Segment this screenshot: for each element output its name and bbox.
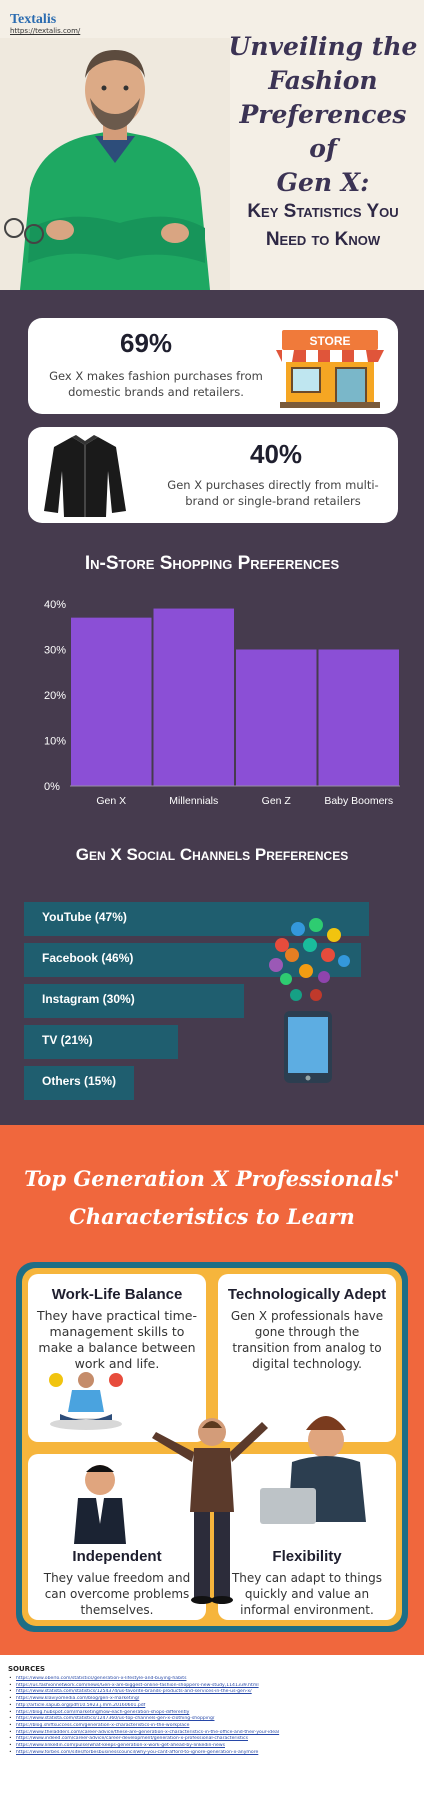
characteristic-heading: Work-Life Balance (51, 1286, 183, 1303)
stat-percent: 69% (120, 328, 173, 358)
brand-url-link[interactable]: https://textalis.com/ (10, 27, 81, 35)
characteristic-text: Gen X professionals have gone through th… (218, 1308, 396, 1372)
stat-card-domestic: 69% Gex X makes fashion purchases from d… (28, 318, 398, 414)
y-tick-label: 40% (44, 599, 66, 611)
sources-list: https://www.oberlo.com/statistics/genera… (8, 1676, 416, 1756)
x-category-label: Baby Boomers (324, 795, 393, 807)
store-sign-text: STORE (309, 334, 350, 348)
y-tick-label: 20% (44, 690, 66, 702)
characteristic-text-line: transition from analog to (232, 1341, 382, 1355)
jacket-icon (44, 435, 126, 517)
title-line: Gen X: (276, 168, 370, 197)
x-category-label: Gen X (96, 795, 126, 807)
store-icon: STORE (276, 330, 384, 408)
presenter-illustration (152, 1418, 268, 1604)
stat-description: Gex X makes fashion purchases from domes… (36, 368, 276, 400)
x-category-label: Gen Z (262, 795, 292, 807)
social-bar: Others (15%) (24, 1066, 134, 1100)
y-tick-label: 10% (44, 736, 66, 748)
technologically-adept-illustration (260, 1416, 366, 1524)
social-chart-title: Gen X Social Channels Preferences (75, 845, 349, 864)
social-bar-label: Instagram (30%) (42, 992, 135, 1006)
title-line: Unveiling the (228, 32, 418, 61)
source-link[interactable]: http://article.sapub.org/pdf/10.5923.j.m… (8, 1703, 416, 1710)
subtitle-line: Key Statistics You (247, 201, 399, 222)
instore-bar (153, 608, 234, 786)
characteristic-text-line: Gen X professionals have (230, 1309, 384, 1323)
characteristics-quadrants (16, 1262, 408, 1632)
social-bar-label: YouTube (47%) (42, 910, 127, 924)
stat-description-line: brand or single-brand retailers (185, 494, 361, 508)
characteristic-text-line: They can adapt to things (231, 1571, 383, 1585)
source-link[interactable]: https://www.indeed.com/career-advice/car… (8, 1736, 416, 1743)
subtitle-line: Need to Know (265, 229, 381, 250)
stat-description-line: Gex X makes fashion purchases from (49, 369, 263, 383)
characteristic-text-line: digital technology. (252, 1357, 362, 1371)
main-subtitle: Key Statistics You Need to Know (228, 198, 418, 254)
characteristic-text-line: They value freedom and (43, 1571, 191, 1585)
social-bar: TV (21%) (24, 1025, 178, 1059)
social-bar: Instagram (30%) (24, 984, 244, 1018)
characteristic-text: They can adapt to things quickly and val… (218, 1570, 396, 1618)
header: Textalis https://textalis.com/ Unveiling… (0, 0, 424, 290)
sources-section: SOURCES https://www.oberlo.com/statistic… (0, 1655, 424, 1800)
instore-chart-title: In-Store Shopping Preferences (84, 553, 340, 574)
instore-bar (318, 649, 399, 786)
brand-logo[interactable]: Textalis (10, 12, 57, 27)
y-tick-label: 30% (44, 645, 66, 657)
source-link[interactable]: https://www.klaviyomedia.com/blog/gen-x-… (8, 1696, 416, 1703)
characteristics-title-line: Top Generation X Professionals' (24, 1166, 400, 1191)
instore-bar-chart: 0% 10% 20% 30% 40% Gen X Millennials Gen Z Baby … (44, 599, 400, 807)
characteristic-text-line: can overcome problems (44, 1587, 190, 1601)
source-link[interactable]: https://us.fashionnetwork.com/news/Gen-x… (8, 1683, 416, 1690)
social-bar-label: TV (21%) (42, 1033, 93, 1047)
x-category-label: Millennials (169, 795, 218, 807)
source-link[interactable]: https://blog.hubspot.com/marketing/how-e… (8, 1710, 416, 1717)
source-link[interactable]: https://blog.shiftsuccess.com/generation… (8, 1723, 416, 1730)
instore-bar (236, 649, 317, 786)
stat-description: Gen X purchases directly from multi- bra… (150, 477, 396, 509)
characteristic-text-line: work and life. (74, 1356, 160, 1371)
characteristic-text-line: They have practical time- (37, 1308, 197, 1323)
source-link[interactable]: https://www.forbes.com/sites/forbesbusin… (8, 1750, 416, 1757)
statistics-section: 69% Gex X makes fashion purchases from d… (0, 290, 424, 1125)
social-bar-label: Facebook (46%) (42, 951, 134, 965)
characteristic-text: They have practical time- management ski… (28, 1308, 206, 1372)
source-link[interactable]: https://www.linkedin.com/pulse/what-keep… (8, 1743, 416, 1750)
characteristic-text-line: quickly and value an (244, 1587, 370, 1601)
independent-illustration (74, 1465, 126, 1544)
source-link[interactable]: https://www.statista.com/statistics/1247… (8, 1716, 416, 1723)
characteristic-heading: Independent (72, 1548, 162, 1565)
instore-bar (71, 617, 152, 786)
title-line: Fashion (268, 66, 378, 95)
source-link[interactable]: https://www.oberlo.com/statistics/genera… (8, 1676, 416, 1683)
characteristics-title-line: Characteristics to Learn (69, 1204, 355, 1229)
stat-card-retailers: 40% Gen X purchases directly from multi-… (28, 427, 398, 523)
characteristic-text-line: management skills to (49, 1324, 185, 1339)
smartphone-apps-icon (269, 918, 350, 1083)
source-link[interactable]: https://www.theladders.com/career-advice… (8, 1730, 416, 1737)
characteristic-text-line: themselves. (80, 1603, 154, 1617)
characteristic-text-line: informal environment. (240, 1603, 374, 1617)
characteristic-text-line: gone through the (254, 1325, 360, 1339)
characteristic-text: They value freedom and can overcome prob… (28, 1570, 206, 1618)
stat-description-line: Gen X purchases directly from multi- (167, 478, 379, 492)
characteristic-text-line: make a balance between (38, 1340, 196, 1355)
y-tick-label: 0% (44, 781, 60, 793)
characteristics-title: Top Generation X Professionals' Characte… (0, 1160, 424, 1236)
stat-percent: 40% (250, 439, 303, 469)
social-bar-label: Others (15%) (42, 1074, 117, 1088)
man-photo-illustration (0, 38, 230, 290)
title-line: Preferences of (239, 100, 407, 163)
stat-description-line: domestic brands and retailers. (68, 385, 244, 399)
work-life-balance-illustration (49, 1372, 123, 1430)
characteristic-heading: Technologically Adept (227, 1286, 387, 1303)
main-title: Unveiling the Fashion Preferences of Gen… (228, 30, 418, 200)
sources-title: SOURCES (8, 1665, 46, 1673)
characteristic-heading: Flexibility (272, 1548, 342, 1565)
source-link[interactable]: https://www.statista.com/statistics/1254… (8, 1689, 416, 1696)
